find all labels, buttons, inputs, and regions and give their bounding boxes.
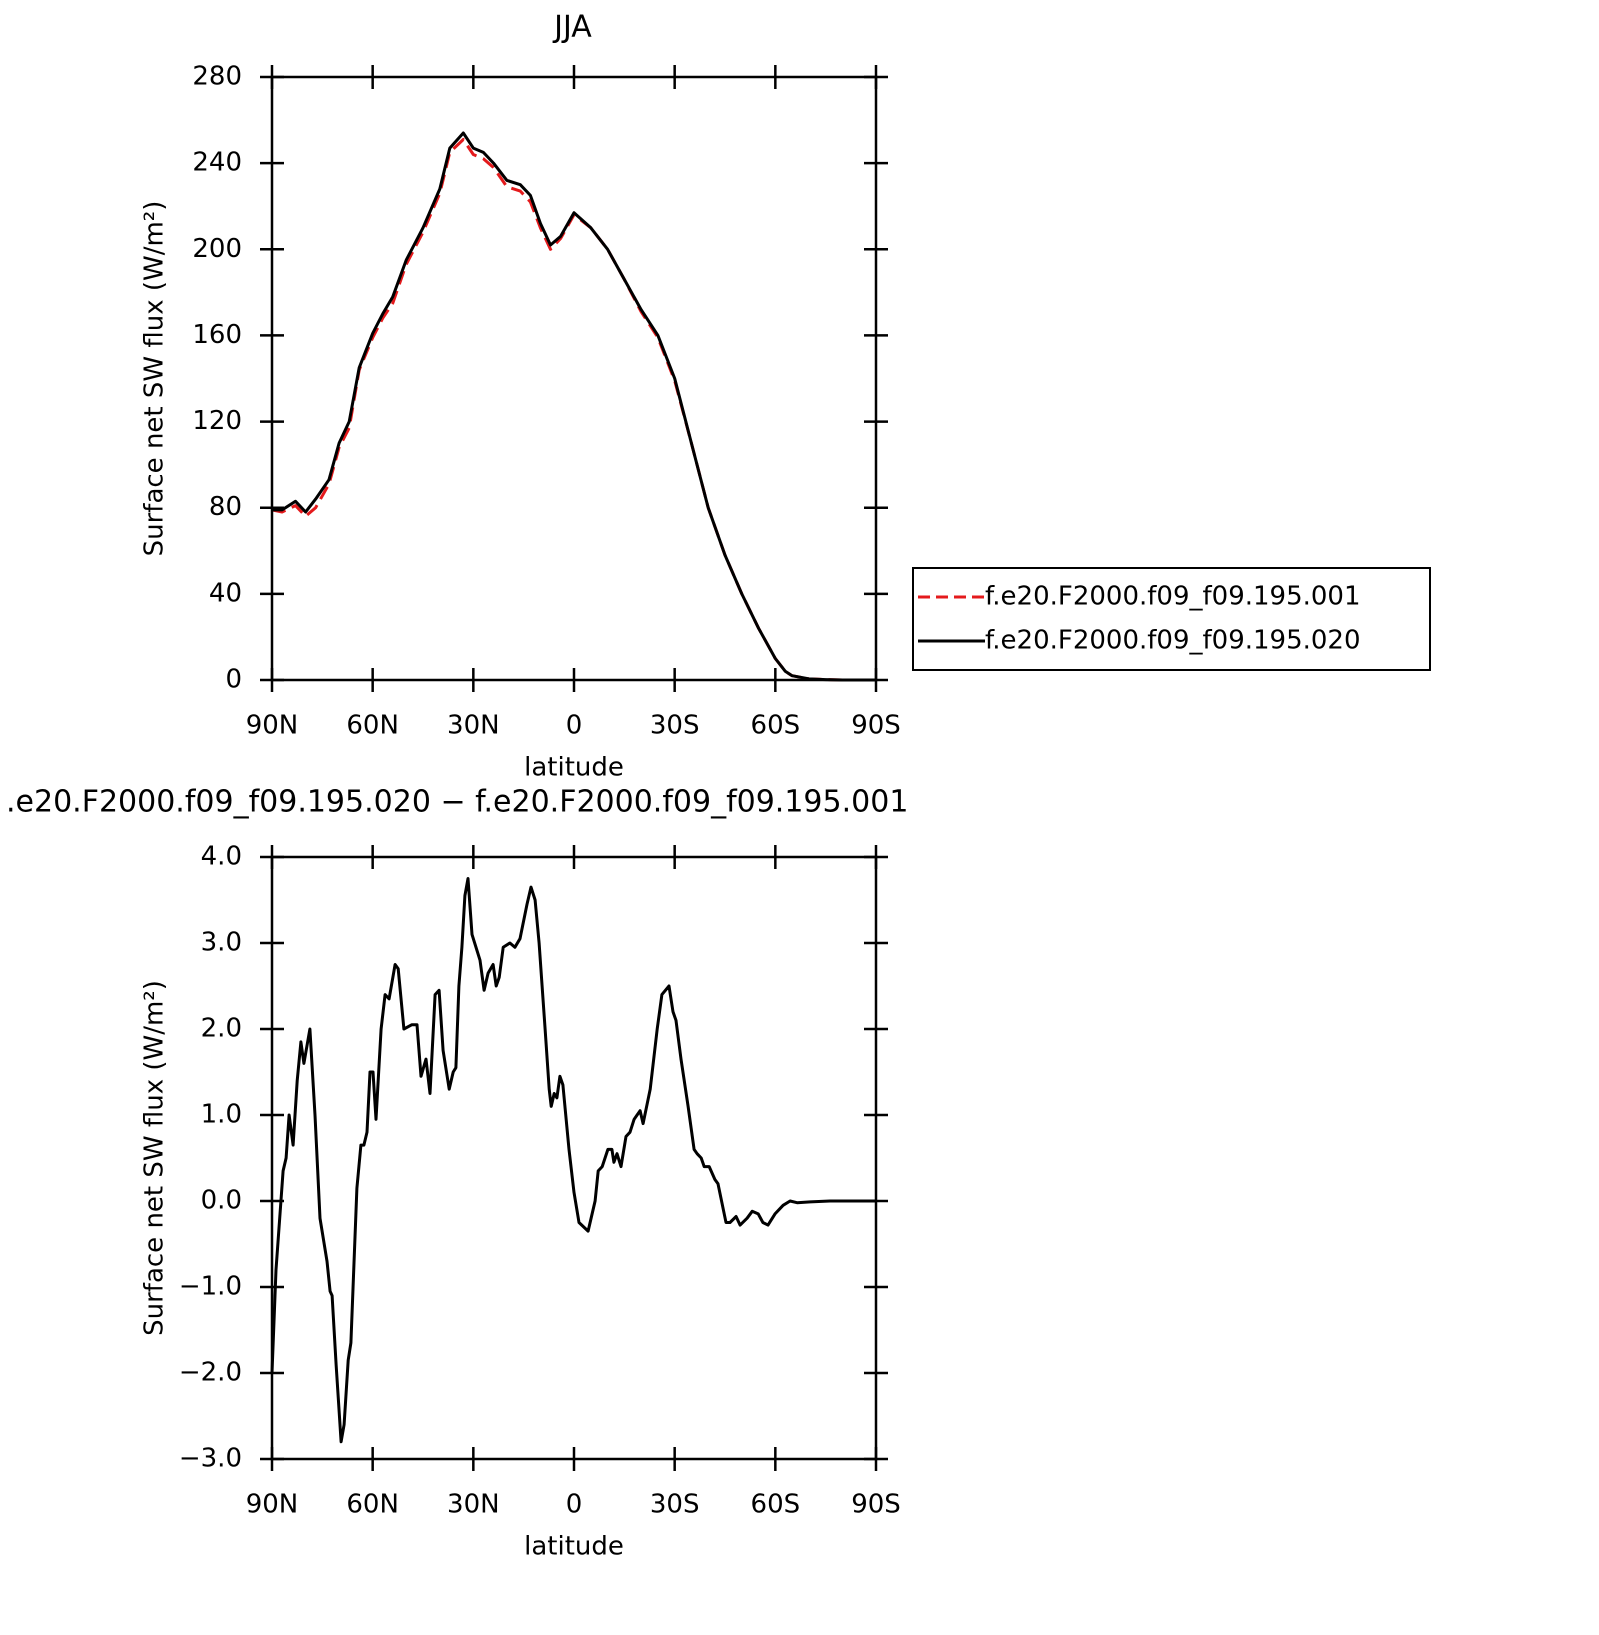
x-tick-label: 60N [346, 1490, 399, 1520]
x-tick-label: 0 [566, 1490, 583, 1520]
y-tick-label: 200 [192, 234, 242, 264]
data-line [270, 877, 876, 1444]
y-tick-label: 4.0 [201, 842, 242, 872]
y-tick-label: −3.0 [179, 1444, 242, 1474]
y-tick-label: 160 [192, 320, 242, 350]
y-tick-label: 0.0 [201, 1186, 242, 1216]
x-tick-label: 30S [650, 1490, 700, 1520]
y-tick-label: 240 [192, 148, 242, 178]
y-axis-label: Surface net SW flux (W/m²) [140, 201, 170, 557]
x-tick-label: 0 [566, 711, 583, 741]
x-tick-label: 60S [751, 1490, 801, 1520]
plot-frame [270, 855, 878, 1461]
chart-title: .e20.F2000.f09_f09.195.020 − f.e20.F2000… [6, 785, 908, 820]
x-tick-label: 90N [246, 1490, 299, 1520]
x-axis-label: latitude [524, 1532, 624, 1562]
chart-title: JJA [552, 10, 592, 45]
y-tick-label: 1.0 [201, 1100, 242, 1130]
legend-label: f.e20.F2000.f09_f09.195.020 [985, 626, 1361, 656]
x-tick-label: 30N [447, 1490, 500, 1520]
x-axis-label: latitude [524, 753, 624, 783]
y-tick-label: 3.0 [201, 928, 242, 958]
y-tick-label: 2.0 [201, 1014, 242, 1044]
y-tick-label: 80 [209, 492, 242, 522]
legend-label: f.e20.F2000.f09_f09.195.001 [985, 582, 1361, 612]
y-tick-label: 280 [192, 62, 242, 92]
legend-box [912, 567, 1431, 671]
x-tick-label: 90S [851, 711, 901, 741]
x-tick-label: 30S [650, 711, 700, 741]
y-axis-label: Surface net SW flux (W/m²) [140, 980, 170, 1336]
data-line [272, 131, 876, 682]
y-tick-label: 0 [225, 665, 242, 695]
x-tick-label: 90S [851, 1490, 901, 1520]
y-tick-label: −1.0 [179, 1272, 242, 1302]
data-line [271, 138, 876, 682]
y-tick-label: 120 [192, 406, 242, 436]
x-tick-label: 30N [447, 711, 500, 741]
x-tick-label: 90N [246, 711, 299, 741]
y-tick-label: −2.0 [179, 1358, 242, 1388]
x-tick-label: 60N [346, 711, 399, 741]
plot-frame [270, 75, 878, 682]
x-tick-label: 60S [751, 711, 801, 741]
y-tick-label: 40 [209, 578, 242, 608]
